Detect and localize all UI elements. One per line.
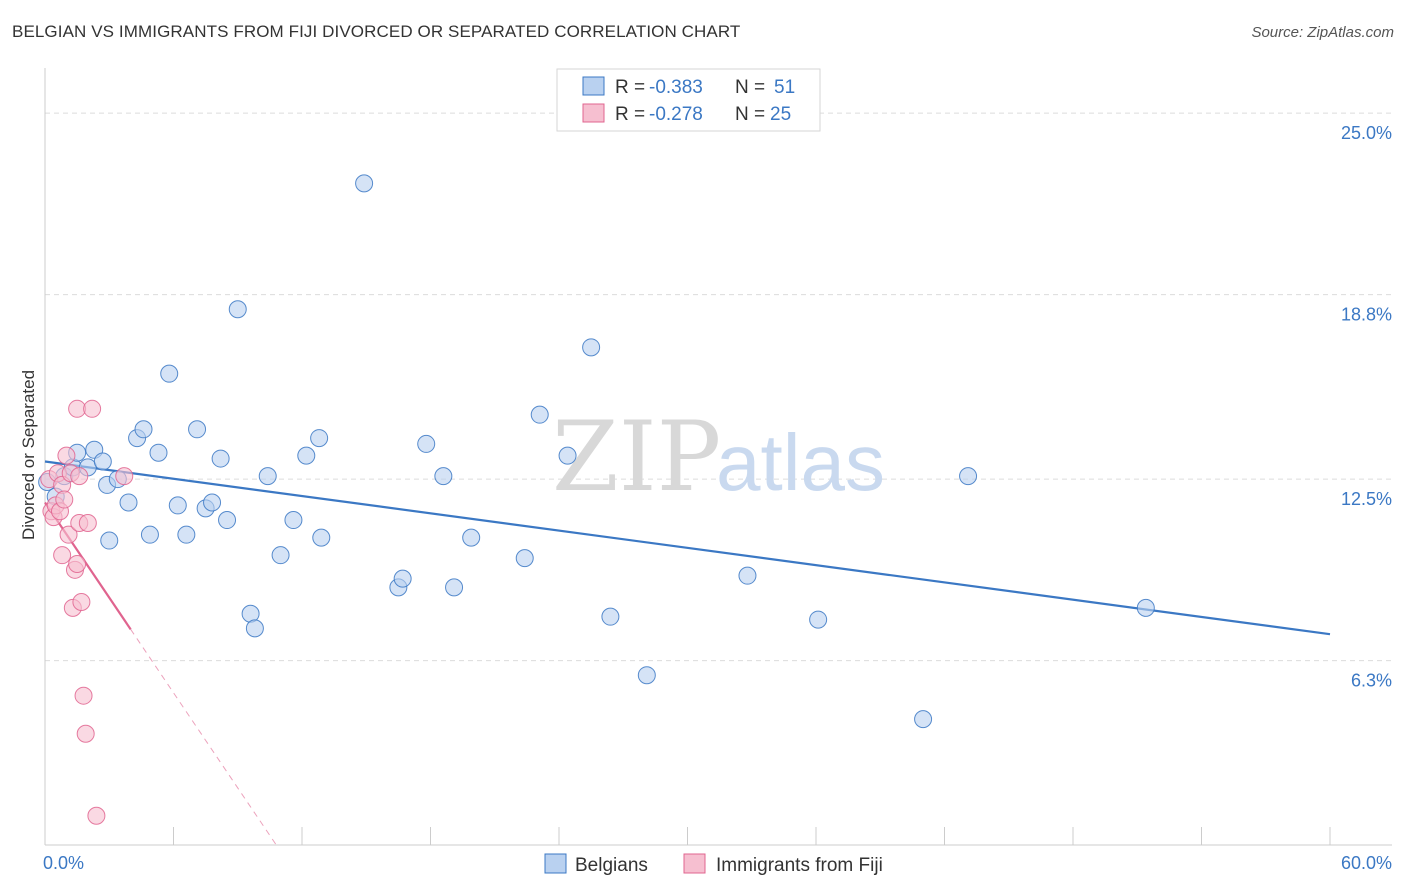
x-tick-label: 0.0%: [43, 853, 84, 873]
legend-swatch-belgians: [582, 76, 605, 96]
data-point-belgians: [445, 578, 464, 597]
bottom-legend-swatch-belgians: [544, 853, 567, 874]
data-point-fiji: [87, 806, 106, 825]
watermark-zip: ZIP: [552, 401, 721, 513]
data-point-belgians: [312, 528, 331, 547]
data-point-belgians: [601, 607, 620, 626]
data-point-belgians: [218, 511, 237, 530]
data-point-belgians: [228, 300, 247, 319]
data-point-belgians: [434, 467, 453, 486]
data-point-belgians: [355, 174, 374, 193]
y-tick-label: 6.3%: [1351, 671, 1392, 691]
bottom-legend: Belgians Immigrants from Fiji: [544, 853, 883, 876]
data-point-belgians: [160, 364, 179, 383]
data-point-belgians: [558, 446, 577, 465]
data-point-belgians: [462, 528, 481, 547]
data-point-belgians: [1136, 598, 1155, 617]
data-point-fiji: [53, 546, 72, 565]
legend-n-value-2: 25: [770, 104, 791, 125]
data-points: [38, 174, 1155, 825]
top-legend: R = -0.383 N = 51 R = -0.278 N = 25: [556, 68, 821, 132]
watermark-atlas: atlas: [716, 418, 885, 507]
data-point-fiji: [55, 490, 74, 509]
data-point-belgians: [393, 569, 412, 588]
data-point-belgians: [245, 619, 264, 638]
trend-lines: [44, 460, 1331, 846]
data-point-belgians: [284, 511, 303, 530]
x-tick-labels: 0.0% 60.0%: [43, 853, 1392, 873]
axes: [44, 68, 1392, 846]
data-point-belgians: [93, 452, 112, 471]
y-tick-label: 25.0%: [1341, 123, 1392, 143]
data-point-belgians: [297, 446, 316, 465]
data-point-belgians: [119, 493, 138, 512]
legend-n-value-1: 51: [774, 77, 795, 98]
data-point-fiji: [59, 525, 78, 544]
legend-swatch-fiji: [582, 103, 605, 123]
legend-r-label-2: R =: [615, 104, 645, 125]
legend-n-label-1: N =: [735, 77, 765, 98]
chart-title: BELGIAN VS IMMIGRANTS FROM FIJI DIVORCED…: [12, 22, 741, 41]
data-point-fiji: [74, 686, 93, 705]
data-point-fiji: [68, 399, 87, 418]
data-point-belgians: [417, 434, 436, 453]
data-point-belgians: [515, 549, 534, 568]
data-point-fiji: [57, 446, 76, 465]
data-point-belgians: [149, 443, 168, 462]
data-point-belgians: [211, 449, 230, 468]
data-point-fiji: [76, 724, 95, 743]
bottom-legend-fiji: Immigrants from Fiji: [716, 855, 883, 876]
data-point-belgians: [530, 405, 549, 424]
y-tick-label: 12.5%: [1341, 489, 1392, 509]
data-point-belgians: [258, 467, 277, 486]
data-point-fiji: [72, 593, 91, 612]
grid-lines: [45, 112, 1392, 662]
data-point-belgians: [134, 420, 153, 439]
bottom-legend-swatch-fiji: [683, 853, 706, 874]
legend-r-value-1: -0.383: [649, 77, 703, 98]
data-point-fiji: [70, 467, 89, 486]
watermark: ZIP atlas: [552, 401, 885, 513]
data-point-belgians: [100, 531, 119, 550]
data-point-belgians: [271, 546, 290, 565]
y-axis-label: Divorced or Separated: [19, 370, 38, 540]
source-label: Source: ZipAtlas.com: [1251, 24, 1394, 41]
data-point-fiji: [68, 554, 87, 573]
y-tick-label: 18.8%: [1341, 305, 1392, 325]
data-point-fiji: [83, 399, 102, 418]
data-point-belgians: [168, 496, 187, 515]
data-point-belgians: [582, 338, 601, 357]
data-point-fiji: [115, 467, 134, 486]
data-point-belgians: [140, 525, 159, 544]
legend-r-label-1: R =: [615, 77, 645, 98]
y-tick-labels: 6.3% 12.5% 18.8% 25.0%: [1341, 123, 1392, 690]
data-point-belgians: [188, 420, 207, 439]
data-point-belgians: [177, 525, 196, 544]
data-point-belgians: [738, 566, 757, 585]
data-point-belgians: [959, 467, 978, 486]
data-point-belgians: [637, 666, 656, 685]
data-point-belgians: [203, 493, 222, 512]
data-point-belgians: [914, 710, 933, 729]
trend-line-extension-fiji: [130, 629, 277, 846]
legend-r-value-2: -0.278: [649, 104, 703, 125]
x-tick-label: 60.0%: [1341, 853, 1392, 873]
data-point-fiji: [78, 513, 97, 532]
bottom-legend-belgians: Belgians: [575, 855, 648, 876]
data-point-belgians: [809, 610, 828, 629]
trend-line-belgians: [44, 460, 1331, 636]
legend-n-label-2: N =: [735, 104, 765, 125]
data-point-belgians: [310, 429, 329, 448]
